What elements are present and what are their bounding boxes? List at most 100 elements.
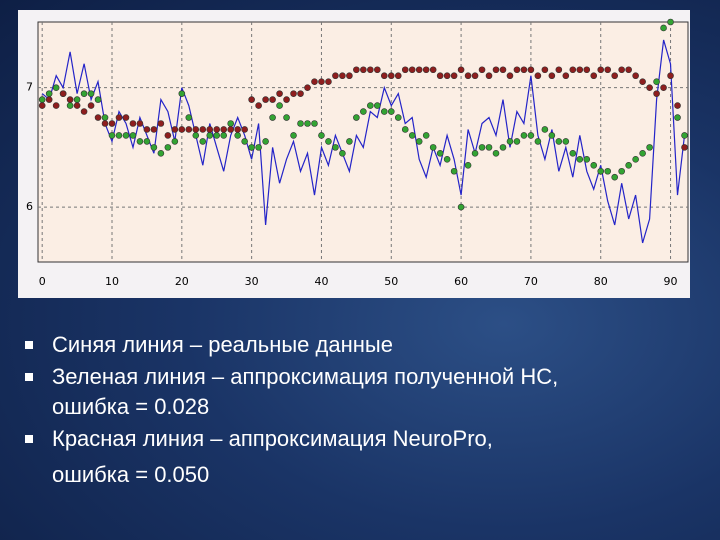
data-point — [108, 132, 116, 139]
plot-area — [37, 21, 689, 263]
data-point — [513, 138, 521, 145]
x-tick-label: 90 — [664, 275, 678, 288]
data-point — [443, 156, 451, 163]
data-point — [318, 132, 325, 139]
data-point — [80, 108, 88, 115]
data-point — [667, 18, 674, 26]
data-point — [332, 72, 339, 80]
data-point — [199, 138, 207, 145]
data-point — [290, 90, 297, 97]
data-point — [422, 132, 430, 139]
data-point — [394, 114, 402, 121]
data-point — [527, 66, 535, 74]
data-point — [164, 132, 172, 139]
data-point — [562, 138, 570, 145]
data-point — [380, 108, 388, 115]
data-point — [387, 108, 395, 115]
data-point — [562, 72, 570, 80]
data-point — [408, 66, 416, 74]
x-tick-label: 40 — [314, 275, 328, 288]
data-point — [227, 126, 234, 133]
data-point — [304, 120, 311, 127]
data-point — [199, 126, 207, 133]
data-point — [45, 90, 53, 97]
x-tick-label: 10 — [105, 275, 119, 288]
data-point — [178, 126, 186, 133]
data-point — [353, 114, 360, 121]
data-point — [108, 120, 116, 127]
data-point — [311, 78, 318, 86]
data-point — [325, 138, 332, 145]
data-point — [653, 90, 660, 97]
chart: 670 10 20 30 40 50 60 70 80 90 — [18, 10, 690, 298]
data-point — [674, 114, 681, 121]
data-point — [653, 78, 660, 86]
data-point — [415, 138, 423, 145]
data-point — [527, 132, 535, 139]
data-point — [178, 90, 186, 97]
x-tick-label: 60 — [454, 275, 468, 288]
data-point — [115, 132, 123, 139]
data-point — [471, 150, 479, 157]
data-point — [401, 126, 409, 133]
data-point — [457, 66, 465, 74]
data-point — [387, 72, 395, 80]
data-point — [590, 72, 598, 80]
data-point — [499, 144, 507, 151]
data-point — [339, 150, 346, 157]
data-point — [548, 72, 556, 80]
data-point — [478, 66, 486, 74]
data-point — [38, 96, 46, 103]
bullet-marker — [25, 373, 33, 381]
data-point — [660, 84, 667, 91]
data-point — [534, 72, 542, 80]
bullet-item: Красная линия – аппроксимация NeuroPro, о… — [22, 424, 702, 490]
data-point — [220, 132, 228, 139]
bullet-item: Синяя линия – реальные данные — [22, 330, 702, 360]
data-point — [283, 114, 290, 121]
data-point — [346, 138, 353, 145]
data-point — [576, 66, 584, 74]
data-point — [234, 132, 241, 139]
data-point — [380, 72, 388, 80]
data-point — [157, 150, 165, 157]
data-point — [611, 173, 618, 181]
data-point — [401, 66, 409, 74]
data-point — [45, 96, 53, 103]
data-point — [248, 96, 255, 103]
data-point — [143, 126, 151, 133]
data-point — [332, 144, 339, 151]
data-point — [94, 114, 102, 121]
data-point — [150, 144, 158, 151]
bullet-item: Зеленая линия – аппроксимация полученной… — [22, 362, 702, 422]
data-point — [485, 72, 493, 80]
data-point — [136, 138, 144, 145]
data-point — [485, 144, 493, 151]
x-tick-label: 80 — [594, 275, 608, 288]
data-point — [429, 66, 437, 74]
data-point — [129, 132, 137, 139]
data-point — [548, 132, 556, 139]
data-point — [450, 72, 458, 80]
data-point — [171, 138, 179, 145]
bullet-marker — [25, 341, 33, 349]
data-point — [464, 72, 472, 80]
data-point — [73, 102, 81, 109]
data-point — [597, 167, 605, 175]
data-point — [241, 138, 248, 145]
data-point — [374, 102, 381, 109]
data-point — [513, 66, 521, 74]
data-point — [276, 102, 283, 109]
data-point — [436, 150, 444, 157]
data-point — [625, 66, 632, 74]
data-point — [283, 96, 290, 103]
data-point — [346, 72, 353, 80]
data-point — [318, 78, 325, 86]
bullet-text: ошибка = 0.028 — [52, 394, 210, 419]
data-point — [339, 72, 346, 80]
data-point — [227, 120, 234, 127]
data-point — [632, 156, 639, 163]
bullet-text: Синяя линия – реальные данные — [52, 332, 393, 357]
data-point — [73, 96, 81, 103]
x-tick-label: 20 — [175, 275, 189, 288]
